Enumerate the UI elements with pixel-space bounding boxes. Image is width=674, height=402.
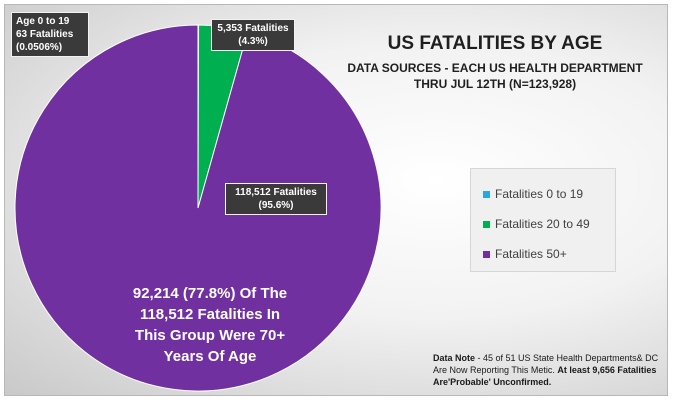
data-note-label: Data Note (433, 353, 476, 363)
legend-item-20-49: Fatalities 20 to 49 (483, 209, 615, 239)
chart-area: US FATALITIES BY AGE DATA SOURCES - EACH… (4, 4, 668, 396)
data-label-line: (4.3%) (238, 36, 268, 47)
legend-item-0-19: Fatalities 0 to 19 (483, 179, 615, 209)
legend: Fatalities 0 to 19 Fatalities 20 to 49 F… (470, 168, 616, 272)
data-note: Data Note - 45 of 51 US State Health Dep… (433, 352, 667, 388)
legend-label: Fatalities 0 to 19 (495, 187, 584, 201)
slice-annotation: 92,214 (77.8%) Of The 118,512 Fatalities… (101, 283, 319, 367)
chart-subtitle: DATA SOURCES - EACH US HEALTH DEPARTMENT… (335, 60, 655, 92)
legend-label: Fatalities 20 to 49 (495, 217, 590, 231)
data-label-line: 118,512 Fatalities (235, 187, 317, 198)
data-label-line: Age 0 to 19 (16, 16, 70, 27)
subtitle-line-2: THRU JUL 12TH (N=123,928) (413, 77, 577, 91)
data-label-age-20-49: 5,353 Fatalities (4.3%) (211, 19, 295, 51)
annotation-line: 92,214 (77.8%) Of The (132, 285, 288, 302)
data-note-text: - 45 of 51 US State Health Departments& … (433, 353, 659, 375)
data-label-line: (0.0506%) (16, 42, 63, 53)
pie-chart (14, 24, 382, 392)
data-note-bold-text: At least 9,656 Fatalities Are'Probable' … (433, 365, 657, 387)
legend-label: Fatalities 50+ (495, 247, 567, 261)
data-label-line: 5,353 Fatalities (217, 23, 289, 34)
subtitle-line-1: DATA SOURCES - EACH US HEALTH DEPARTMENT (347, 61, 643, 75)
legend-item-50-plus: Fatalities 50+ (483, 239, 615, 269)
data-label-age-50-plus: 118,512 Fatalities (95.6%) (225, 183, 327, 215)
legend-swatch (483, 190, 490, 198)
data-label-line: (95.6%) (258, 200, 294, 211)
chart-title: US FATALITIES BY AGE (387, 33, 603, 54)
annotation-line: Years Of Age (163, 348, 257, 365)
legend-swatch (483, 250, 490, 258)
annotation-line: This Group Were 70+ (134, 327, 286, 344)
data-label-line: 63 Fatalities (16, 29, 74, 40)
pie-slice-50-plus (14, 24, 382, 392)
annotation-line: 118,512 Fatalities In (139, 306, 281, 323)
legend-swatch (483, 220, 490, 228)
data-label-age-0-19: Age 0 to 19 63 Fatalities (0.0506%) (11, 12, 89, 57)
